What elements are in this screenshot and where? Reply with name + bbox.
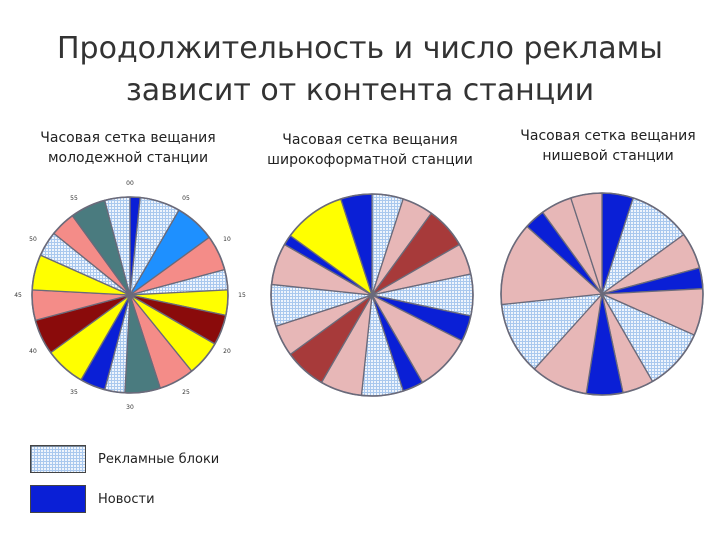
caption-line-1: Часовая сетка вещания [40, 130, 216, 146]
minute-tick-label: 25 [182, 389, 190, 396]
youth-station-clock-chart: 00 05 10 15 20 25 30 35 40 45 50 55 [14, 180, 246, 411]
title-line-1: Продолжительность и число рекламы [56, 31, 663, 66]
minute-tick-label: 10 [223, 236, 231, 243]
title-line-2: зависит от контента станции [125, 73, 595, 108]
caption-youth-station: Часовая сетка вещания молодежной станции [8, 128, 248, 168]
caption-line-2: широкоформатной станции [267, 152, 473, 168]
minute-tick-label: 55 [70, 195, 78, 202]
caption-line-2: молодежной станции [47, 150, 209, 166]
legend-item-ads: Рекламные блоки [30, 445, 219, 473]
caption-broad-station: Часовая сетка вещания широкоформатной ст… [250, 130, 490, 170]
slide-title: Продолжительность и число рекламы зависи… [0, 28, 720, 112]
caption-niche-station: Часовая сетка вещания нишевой станции [488, 126, 720, 166]
clock-rim [270, 193, 474, 397]
broad-station-clock-chart [270, 193, 474, 397]
ads-swatch [30, 445, 86, 473]
minute-tick-label: 50 [29, 236, 37, 243]
minute-tick-label: 15 [238, 292, 246, 299]
minute-tick-label: 30 [126, 404, 134, 411]
caption-line-2: нишевой станции [542, 148, 674, 164]
legend-label: Рекламные блоки [98, 451, 220, 467]
news-swatch [30, 485, 86, 513]
minute-tick-label: 35 [70, 389, 78, 396]
caption-line-1: Часовая сетка вещания [520, 128, 696, 144]
niche-station-clock-chart [500, 192, 704, 396]
minute-tick-label: 45 [14, 292, 22, 299]
minute-tick-label: 05 [182, 195, 190, 202]
clock-rim [500, 192, 704, 396]
caption-line-1: Часовая сетка вещания [282, 132, 458, 148]
clock-rim [31, 196, 229, 394]
legend-label: Новости [98, 491, 155, 507]
minute-tick-label: 00 [126, 180, 134, 187]
minute-tick-label: 40 [29, 348, 37, 355]
minute-tick-label: 20 [223, 348, 231, 355]
legend-item-news: Новости [30, 485, 155, 513]
